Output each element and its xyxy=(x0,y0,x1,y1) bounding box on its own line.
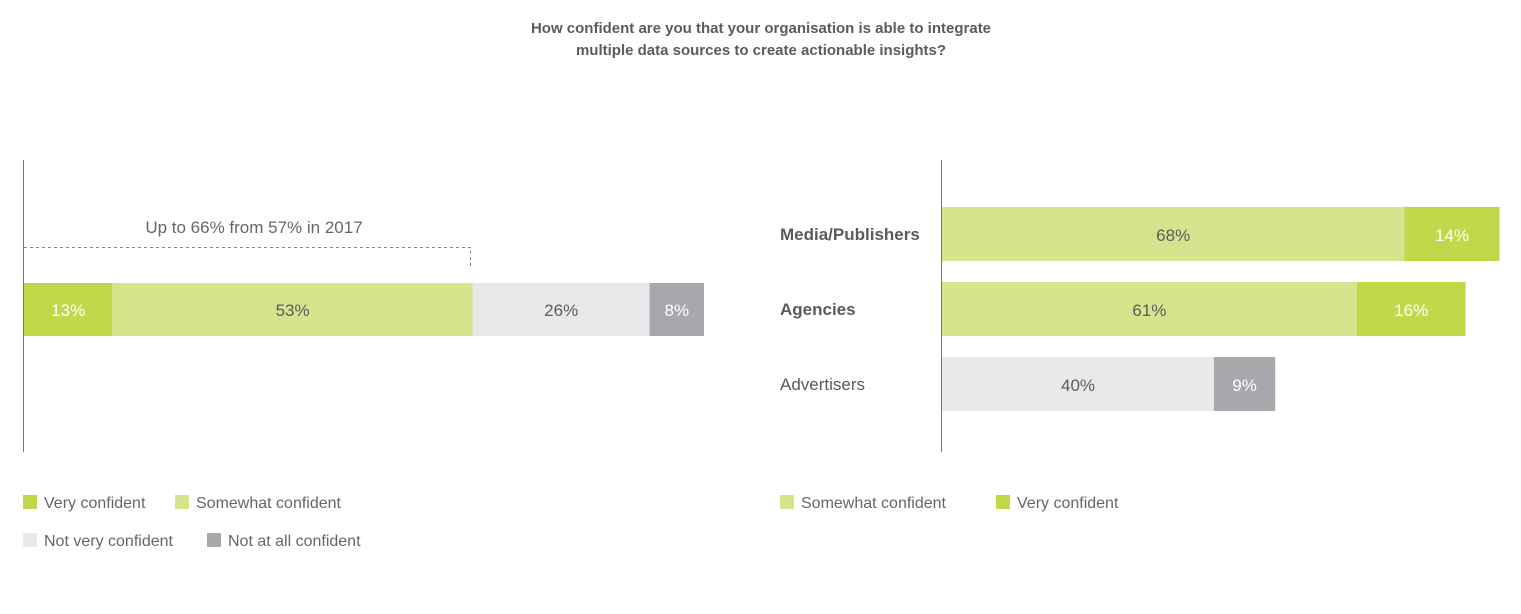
bar-segment xyxy=(942,282,1357,336)
legends: Very confident Somewhat confident Not very… xyxy=(23,495,1119,550)
legend-swatch xyxy=(780,495,794,509)
data-label: 68% xyxy=(1156,226,1190,245)
annotation-bracket xyxy=(24,247,471,266)
legend-item: Not very confident xyxy=(23,533,174,550)
legend-item: Very confident xyxy=(23,495,146,512)
bar-segment-not-very-confident xyxy=(472,283,650,336)
bar-segment xyxy=(1356,282,1466,336)
legend-item: Very confident xyxy=(996,495,1119,512)
bar-segment xyxy=(1214,357,1276,411)
data-label: 8% xyxy=(665,301,690,320)
chart-title-line-1: How confident are you that your organisa… xyxy=(531,20,991,37)
legend-label: Somewhat confident xyxy=(801,495,947,512)
annotation-text: Up to 66% from 57% in 2017 xyxy=(145,218,362,237)
bar-segment-somewhat-confident xyxy=(112,283,473,336)
legend-label: Not at all confident xyxy=(228,533,361,550)
legend-item: Somewhat confident xyxy=(175,495,342,512)
left-bars: 13% 53% 26% 8% xyxy=(24,283,704,336)
legend-label: Somewhat confident xyxy=(196,495,342,512)
right-bars: Media/Publishers 68% 14% Agencies 61% 16% Adve… xyxy=(780,207,1500,411)
data-label: 61% xyxy=(1132,301,1166,320)
legend-swatch xyxy=(23,533,37,547)
bar-segment xyxy=(942,207,1405,261)
data-label: 16% xyxy=(1394,301,1428,320)
legend-swatch xyxy=(207,533,221,547)
bar-segment-not-at-all-confident xyxy=(649,283,704,336)
chart-title-line-2: multiple data sources to create actionab… xyxy=(576,42,946,59)
data-label: 53% xyxy=(276,301,310,320)
category-label: Agencies xyxy=(780,300,856,319)
data-label: 13% xyxy=(51,301,85,320)
legend-item: Somewhat confident xyxy=(780,495,947,512)
data-label: 14% xyxy=(1435,226,1469,245)
legend-swatch xyxy=(23,495,37,509)
data-label: 9% xyxy=(1232,376,1257,395)
legend-label: Very confident xyxy=(1017,495,1119,512)
legend-swatch xyxy=(175,495,189,509)
category-label: Advertisers xyxy=(780,375,865,394)
data-label: 26% xyxy=(544,301,578,320)
bar-segment xyxy=(942,357,1214,411)
category-label: Media/Publishers xyxy=(780,225,920,244)
legend-swatch xyxy=(996,495,1010,509)
legend-item: Not at all confident xyxy=(207,533,361,550)
legend-label: Not very confident xyxy=(44,533,174,550)
data-label: 40% xyxy=(1061,376,1095,395)
legend-label: Very confident xyxy=(44,495,146,512)
bar-segment-very-confident xyxy=(24,283,113,336)
bar-segment xyxy=(1404,207,1500,261)
